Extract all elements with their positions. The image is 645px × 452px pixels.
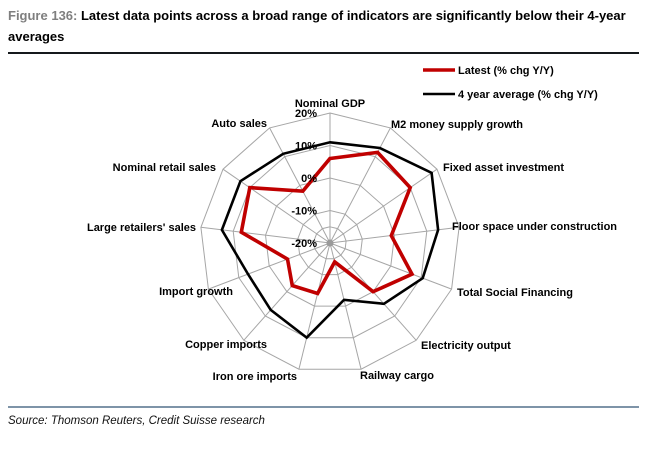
axis-tick-label: 20% — [295, 108, 317, 120]
grid-ring — [313, 226, 347, 260]
category-label: Fixed asset investment — [443, 162, 564, 174]
category-label: Large retailers' sales — [87, 222, 196, 234]
grid-spoke — [243, 242, 331, 341]
grid-ring — [264, 177, 396, 307]
axis-tick-label: 10% — [295, 141, 317, 153]
category-label: Nominal GDP — [295, 98, 365, 110]
figure-title: Figure 136: Latest data points across a … — [8, 5, 639, 54]
series-4yr-average-line — [220, 140, 440, 340]
grid-spoke — [329, 242, 452, 290]
category-label: Nominal retail sales — [113, 162, 216, 174]
category-label: Total Social Financing — [457, 287, 573, 299]
grid-spoke — [208, 242, 331, 290]
legend-4yr-average-label: 4 year average (% chg Y/Y) — [458, 89, 598, 101]
category-label: M2 money supply growth — [391, 119, 523, 131]
grid-spoke — [269, 127, 331, 244]
axis-tick-label: -10% — [291, 206, 317, 218]
category-label: Iron ore imports — [213, 371, 297, 383]
grid-spoke — [329, 168, 438, 244]
axis-tick-label: -20% — [291, 238, 317, 250]
category-label: Floor space under construction — [452, 221, 617, 233]
source-text: Source: Thomson Reuters, Credit Suisse r… — [8, 415, 265, 427]
axis-tick-label: 0% — [301, 173, 317, 185]
figure-title-text: Latest data points across a broad range … — [8, 8, 626, 44]
grid-ring — [297, 209, 363, 276]
category-label: Railway cargo — [360, 370, 434, 382]
category-label: Auto sales — [211, 118, 267, 130]
center-hub-dot — [326, 239, 334, 247]
source-note: Source: Thomson Reuters, Credit Suisse r… — [8, 406, 639, 427]
grid-spoke — [298, 242, 331, 370]
legend-latest-label: Latest (% chg Y/Y) — [458, 65, 554, 77]
category-label: Import growth — [159, 286, 233, 298]
category-label: Copper imports — [185, 339, 267, 351]
series-latest-line — [239, 150, 415, 296]
category-label: Electricity output — [421, 340, 511, 352]
figure-number-label: Figure 136: — [8, 8, 78, 23]
grid-ring — [200, 112, 460, 370]
